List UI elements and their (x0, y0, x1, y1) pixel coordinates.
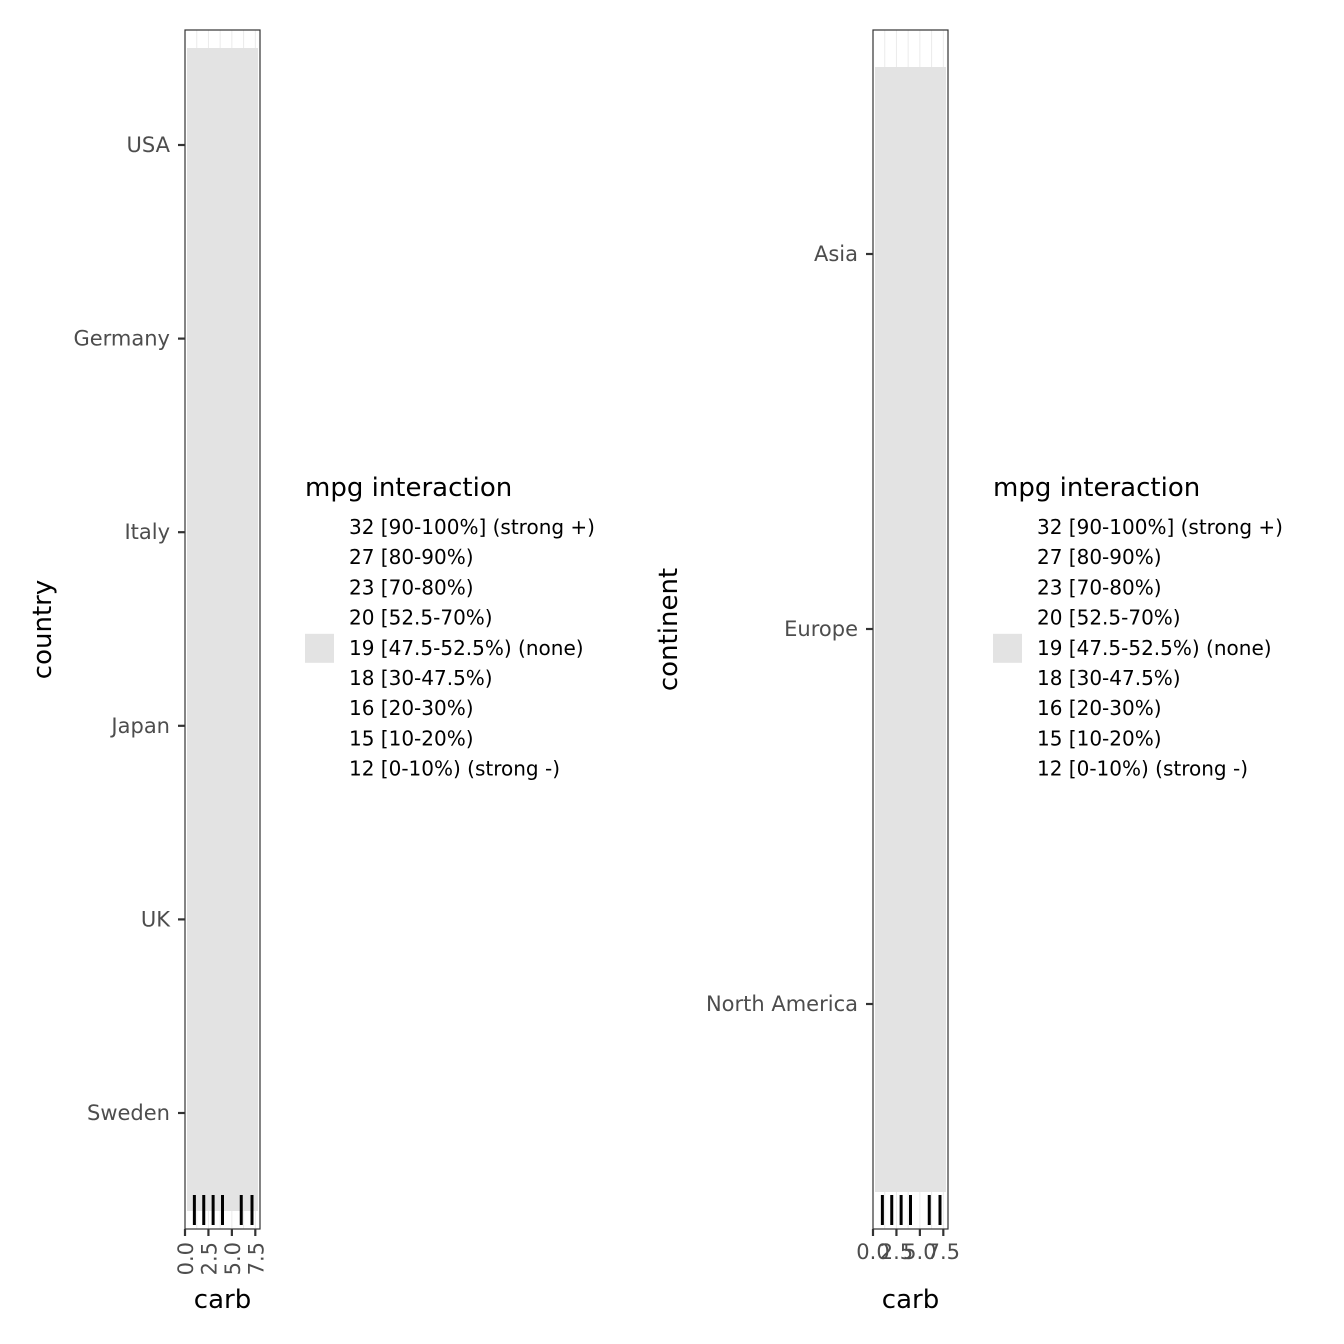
y-tick-label: North America (706, 992, 858, 1016)
y-axis-title: continent (654, 568, 684, 691)
legend-label: 19 [47.5-52.5%) (none) (1037, 636, 1272, 660)
legend-key (993, 513, 1022, 542)
legend-title: mpg interaction (305, 473, 512, 503)
x-tick-label: 5.0 (903, 1240, 936, 1264)
legend-label: 19 [47.5-52.5%) (none) (349, 636, 584, 660)
y-tick-label: Germany (73, 327, 170, 351)
legend-key (305, 513, 334, 542)
legend-label: 18 [30-47.5%) (349, 666, 493, 690)
x-tick-label: 2.5 (197, 1242, 221, 1275)
y-tick-label: Japan (109, 714, 170, 738)
x-tick-label: 0.0 (174, 1242, 198, 1275)
y-tick-label: UK (141, 907, 171, 931)
legend-key (305, 664, 334, 693)
x-tick-label: 7.5 (244, 1242, 268, 1275)
legend-label: 23 [70-80%) (1037, 575, 1162, 599)
legend-label: 27 [80-90%) (1037, 545, 1162, 569)
legend-key (305, 694, 334, 724)
y-tick-label: USA (127, 133, 171, 157)
x-tick-label: 7.5 (927, 1240, 960, 1264)
legend-label: 23 [70-80%) (349, 575, 474, 599)
legend-label: 12 [0-10%) (strong -) (349, 757, 560, 781)
legend-key (993, 694, 1022, 724)
continent-panel: Asia Europe North America 0.02.55.07.5 carb c… (654, 29, 1283, 1315)
legend-key (305, 633, 334, 663)
legend-key (993, 724, 1022, 754)
legend-key (993, 633, 1022, 663)
country-panel: USA Germany Italy Japan UK Sweden 0.0 2.5 5.0 7.5… (28, 29, 595, 1315)
x-tick-label: 5.0 (221, 1242, 245, 1275)
legend-key (993, 754, 1022, 784)
legend-key (993, 664, 1022, 693)
heatmap-tile (187, 48, 258, 1211)
y-tick-label: Sweden (87, 1101, 170, 1125)
legend-label: 12 [0-10%) (strong -) (1037, 757, 1248, 781)
legend-label: 16 [20-30%) (349, 696, 474, 720)
legend-key (305, 573, 334, 603)
y-tick-label: Asia (814, 242, 858, 266)
legend-label: 20 [52.5-70%) (1037, 606, 1181, 630)
x-axis-title: carb (194, 1285, 251, 1315)
legend-key (305, 543, 334, 573)
legend-key (993, 573, 1022, 603)
legend-label: 32 [90-100%] (strong +) (349, 515, 595, 539)
legend-key (993, 603, 1022, 633)
y-axis-title: country (28, 580, 58, 679)
x-axis-title: carb (882, 1285, 939, 1315)
legend-label: 18 [30-47.5%) (1037, 666, 1181, 690)
legend-label: 20 [52.5-70%) (349, 606, 493, 630)
legend-label: 15 [10-20%) (349, 726, 474, 750)
legend-label: 16 [20-30%) (1037, 696, 1162, 720)
panel-border (184, 29, 261, 1230)
heatmap-tile (875, 67, 946, 1192)
legend-title: mpg interaction (993, 473, 1200, 503)
legend-key (993, 543, 1022, 573)
legend-key (305, 724, 334, 754)
y-tick-label: Italy (124, 520, 170, 544)
legend-key (305, 603, 334, 633)
x-tick-label: 0.0 (856, 1240, 889, 1264)
legend-label: 27 [80-90%) (349, 545, 474, 569)
y-tick-label: Europe (784, 617, 858, 641)
x-tick-label: 2.5 (880, 1240, 913, 1264)
legend-label: 32 [90-100%] (strong +) (1037, 515, 1283, 539)
legend-key (305, 754, 334, 784)
legend-label: 15 [10-20%) (1037, 726, 1162, 750)
